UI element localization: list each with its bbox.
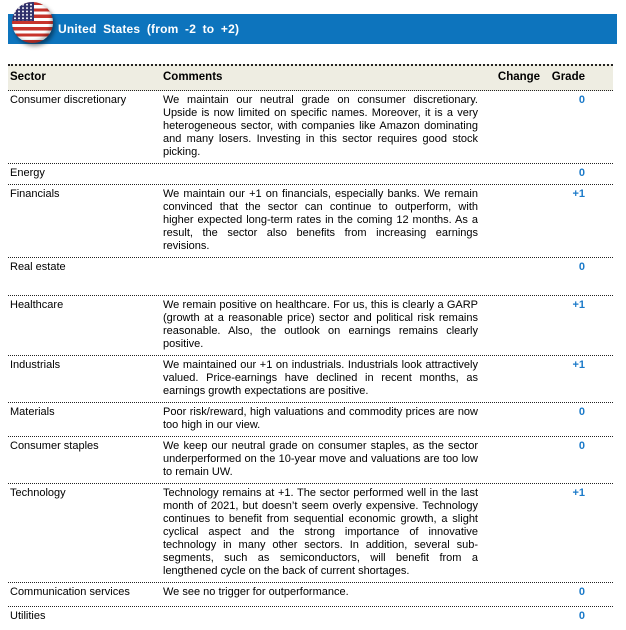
sector-change bbox=[488, 94, 550, 159]
table-row-energy: Energy 0 bbox=[8, 164, 613, 185]
sector-change bbox=[488, 261, 550, 291]
sector-change bbox=[488, 299, 550, 351]
sector-comment: We keep our neutral grade on consumer st… bbox=[163, 440, 478, 478]
sector-name: Communication services bbox=[10, 586, 130, 598]
sector-change bbox=[488, 586, 550, 602]
sector-change bbox=[488, 188, 550, 253]
sector-comment bbox=[163, 261, 488, 291]
sector-name: Utilities bbox=[10, 610, 46, 622]
sector-name: Consumer staples bbox=[10, 440, 99, 452]
sector-change bbox=[488, 359, 550, 398]
sector-grade: 0 bbox=[578, 94, 585, 106]
sector-change bbox=[488, 610, 550, 628]
sector-comment: Technology remains at +1. The sector per… bbox=[163, 487, 478, 577]
sector-grade: 0 bbox=[578, 586, 585, 598]
sector-comment bbox=[163, 167, 488, 180]
us-flag-icon bbox=[12, 2, 53, 43]
sector-name: Materials bbox=[10, 406, 55, 418]
column-header-comments: Comments bbox=[163, 71, 223, 83]
sector-name: Financials bbox=[10, 188, 60, 200]
table-row-industrials: Industrials We maintained our +1 on indu… bbox=[8, 356, 613, 403]
sector-name: Real estate bbox=[10, 261, 66, 273]
sector-grade: 0 bbox=[578, 610, 585, 622]
column-header-sector: Sector bbox=[10, 71, 46, 83]
column-header-grade: Grade bbox=[551, 71, 585, 83]
sector-name: Technology bbox=[10, 487, 66, 499]
sector-grades-table: Sector Comments Change Grade Consumer di… bbox=[8, 64, 613, 630]
sector-grade: 0 bbox=[578, 406, 585, 418]
page-title: United States (from -2 to +2) bbox=[58, 22, 240, 36]
sector-comment bbox=[163, 610, 488, 628]
table-row-utilities: Utilities 0 bbox=[8, 607, 613, 630]
sector-grade: +1 bbox=[572, 188, 585, 200]
sector-name: Healthcare bbox=[10, 299, 64, 311]
sector-name: Industrials bbox=[10, 359, 61, 371]
sector-grade: +1 bbox=[572, 487, 585, 499]
table-header-row: Sector Comments Change Grade bbox=[8, 64, 613, 91]
sector-grade: 0 bbox=[578, 167, 585, 179]
sector-grade: 0 bbox=[578, 261, 585, 273]
column-header-change: Change bbox=[497, 71, 541, 83]
sector-comment: We maintain our neutral grade on consume… bbox=[163, 94, 478, 158]
table-row-consumer-staples: Consumer staples We keep our neutral gra… bbox=[8, 437, 613, 484]
sector-change bbox=[488, 440, 550, 479]
sector-change bbox=[488, 167, 550, 180]
table-row-real-estate: Real estate 0 bbox=[8, 258, 613, 296]
table-row-healthcare: Healthcare We remain positive on healthc… bbox=[8, 296, 613, 356]
sector-name: Energy bbox=[10, 167, 45, 179]
sector-comment: We maintain our +1 on financials, especi… bbox=[163, 188, 478, 252]
us-flag-canton bbox=[12, 2, 35, 21]
table-row-technology: Technology Technology remains at +1. The… bbox=[8, 484, 613, 583]
sector-change bbox=[488, 487, 550, 578]
sector-comment: We remain positive on healthcare. For us… bbox=[163, 299, 478, 350]
sector-grade: +1 bbox=[572, 359, 585, 371]
table-row-consumer-discretionary: Consumer discretionary We maintain our n… bbox=[8, 91, 613, 164]
sector-comment: Poor risk/reward, high valuations and co… bbox=[163, 406, 478, 431]
sector-comment: We see no trigger for outperformance. bbox=[163, 586, 349, 598]
sector-change bbox=[488, 406, 550, 432]
table-row-communication-services: Communication services We see no trigger… bbox=[8, 583, 613, 607]
country-header-banner: United States (from -2 to +2) bbox=[8, 14, 617, 44]
sector-comment: We maintained our +1 on industrials. Ind… bbox=[163, 359, 478, 397]
table-row-financials: Financials We maintain our +1 on financi… bbox=[8, 185, 613, 258]
sector-grade: +1 bbox=[572, 299, 585, 311]
sector-grade: 0 bbox=[578, 440, 585, 452]
sector-name: Consumer discretionary bbox=[10, 94, 127, 106]
table-row-materials: Materials Poor risk/reward, high valuati… bbox=[8, 403, 613, 437]
